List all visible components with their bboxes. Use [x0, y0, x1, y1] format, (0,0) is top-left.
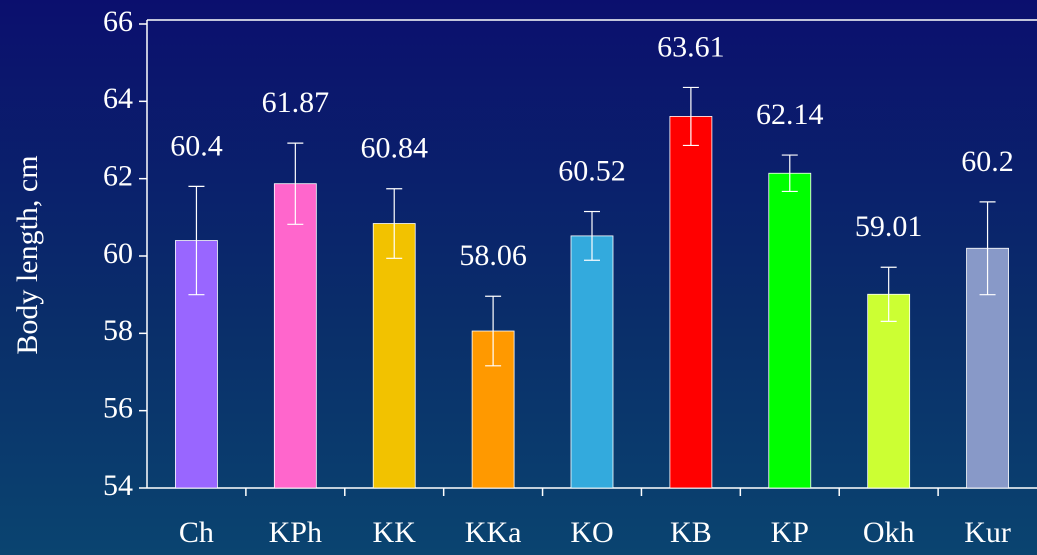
y-tick-label: 66	[103, 5, 133, 38]
error-bar	[386, 188, 403, 259]
x-tick-label: Ch	[179, 516, 214, 549]
x-tick-label: Okh	[863, 516, 915, 549]
error-bar	[880, 266, 897, 322]
value-label: 60.84	[360, 132, 428, 165]
bar	[867, 293, 911, 489]
bar	[273, 183, 317, 489]
x-tick-label: KKa	[465, 516, 522, 549]
value-label: 60.2	[961, 145, 1014, 178]
y-axis-label: Body length, cm	[11, 155, 44, 354]
bar	[372, 223, 416, 489]
value-label: 58.06	[459, 239, 527, 272]
bar	[669, 116, 713, 489]
y-tick-label: 56	[103, 392, 133, 425]
value-label: 60.4	[170, 129, 223, 162]
error-bar	[979, 201, 996, 296]
x-tick-label: KO	[570, 516, 613, 549]
y-tick-label: 58	[103, 314, 133, 347]
error-bar	[781, 154, 798, 193]
bar	[570, 235, 614, 489]
value-label: 60.52	[558, 154, 626, 187]
y-tick-label: 60	[103, 237, 133, 270]
x-tick-label: KB	[670, 516, 712, 549]
error-bar	[188, 185, 205, 296]
x-tick-label: KPh	[269, 516, 322, 549]
value-label: 59.01	[855, 210, 923, 243]
value-label: 63.61	[657, 30, 725, 63]
x-tick-label: KP	[771, 516, 809, 549]
bar	[768, 172, 812, 489]
y-tick-label: 62	[103, 160, 133, 193]
x-tick-label: KK	[373, 516, 417, 549]
y-tick-label: 64	[103, 82, 133, 115]
error-bar	[682, 86, 699, 147]
error-bar	[485, 295, 502, 367]
error-bar	[287, 142, 304, 225]
value-label: 62.14	[756, 98, 824, 131]
error-bar	[584, 210, 600, 261]
y-tick-label: 54	[103, 469, 133, 502]
x-tick-label: Kur	[964, 516, 1011, 549]
value-label: 61.87	[262, 86, 330, 119]
